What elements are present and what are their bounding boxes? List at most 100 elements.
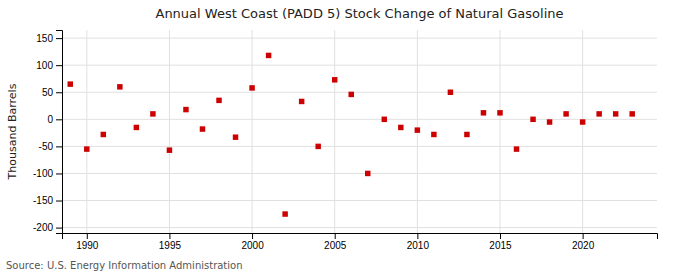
- point: [150, 111, 155, 116]
- point: [530, 117, 535, 122]
- grid-line-y: [62, 38, 657, 39]
- y-tick: -100: [33, 168, 62, 179]
- x-tick-label: 2000: [241, 240, 264, 251]
- point: [382, 117, 387, 122]
- x-tick-label: 2015: [489, 240, 512, 251]
- point: [299, 99, 304, 104]
- y-tick-label: -50: [39, 141, 54, 152]
- y-tick: -200: [33, 222, 62, 233]
- y-tick-mark: [56, 38, 62, 39]
- y-axis-line: [56, 31, 63, 234]
- points: [68, 53, 635, 217]
- point: [84, 146, 89, 151]
- grid-line-y: [62, 65, 657, 66]
- x-tick: 2005: [324, 233, 347, 251]
- grid-line-x: [169, 30, 170, 233]
- point: [431, 132, 436, 137]
- point: [348, 92, 353, 97]
- point: [365, 171, 370, 176]
- point: [315, 144, 320, 149]
- x-tick: 1995: [159, 233, 182, 251]
- grid: [62, 30, 657, 233]
- y-tick-label: -100: [33, 168, 53, 179]
- point: [596, 111, 601, 116]
- point: [200, 126, 205, 131]
- x-tick: 2000: [241, 233, 264, 251]
- grid-line-y: [62, 200, 657, 201]
- y-tick-label: 0: [47, 114, 53, 125]
- x-tick-label: 2005: [324, 240, 347, 251]
- point: [398, 125, 403, 130]
- y-tick-label: -150: [33, 195, 53, 206]
- y-tick-mark: [56, 173, 62, 174]
- x-tick: 1990: [76, 233, 99, 251]
- point: [481, 110, 486, 115]
- chart: 1990 1995 2000 2005 2010 2015 2020 -200 -150 -100…: [0, 0, 675, 275]
- x-tick-mark: [583, 233, 584, 239]
- point: [233, 134, 238, 139]
- x-tick-label: 2010: [407, 240, 430, 251]
- x-tick: 2010: [407, 233, 430, 251]
- grid-line-x: [499, 30, 500, 233]
- y-tick-mark: [56, 146, 62, 147]
- x-tick-label: 1995: [159, 240, 182, 251]
- x-axis: 1990 1995 2000 2005 2010 2015 2020: [63, 233, 658, 251]
- point: [249, 85, 254, 90]
- x-axis-line: [63, 234, 658, 240]
- x-tick-label: 2020: [572, 240, 595, 251]
- point: [266, 53, 271, 58]
- x-tick-mark: [87, 233, 88, 239]
- y-tick-mark: [56, 228, 62, 229]
- point: [464, 132, 469, 137]
- grid-line-y: [62, 146, 657, 147]
- y-tick-mark: [56, 65, 62, 66]
- point: [282, 211, 287, 216]
- x-tick-mark: [169, 233, 170, 239]
- point: [216, 98, 221, 103]
- grid-line-y: [62, 119, 657, 120]
- y-tick: -150: [33, 195, 62, 206]
- x-tick-mark: [500, 233, 501, 239]
- point: [117, 84, 122, 89]
- title: Annual West Coast (PADD 5) Stock Change …: [155, 6, 563, 21]
- point: [629, 111, 634, 116]
- source: Source: U.S. Energy Information Administ…: [6, 260, 243, 271]
- point: [415, 127, 420, 132]
- point: [448, 90, 453, 95]
- y-tick: -50: [39, 141, 62, 152]
- point: [167, 147, 172, 152]
- x-tick: 2020: [572, 233, 595, 251]
- grid-line-x: [334, 30, 335, 233]
- plot: 1990 1995 2000 2005 2010 2015 2020 -200 -150 -100…: [33, 30, 658, 251]
- point: [547, 119, 552, 124]
- y-tick-mark: [56, 92, 62, 93]
- point: [183, 107, 188, 112]
- grid-line-y: [62, 92, 657, 93]
- point: [580, 119, 585, 124]
- x-tick-mark: [252, 233, 253, 239]
- y-tick: 150: [36, 33, 62, 44]
- x-tick-mark: [335, 233, 336, 239]
- y-tick: 100: [36, 60, 62, 71]
- y-tick: 50: [42, 87, 62, 98]
- x-tick-label: 1990: [76, 240, 99, 251]
- point: [613, 111, 618, 116]
- y-axis: -200 -150 -100 -50 0 50 100 150: [33, 31, 63, 234]
- point: [68, 81, 73, 86]
- y-tick-mark: [56, 201, 62, 202]
- y-tick-label: -200: [33, 222, 53, 233]
- point: [563, 111, 568, 116]
- y-tick-label: 50: [42, 87, 54, 98]
- grid-line-y: [62, 173, 657, 174]
- x-tick-mark: [417, 233, 418, 239]
- point: [134, 125, 139, 130]
- grid-line-y: [62, 227, 657, 228]
- y-tick: 0: [47, 114, 62, 125]
- point: [514, 146, 519, 151]
- y-tick-label: 150: [36, 33, 53, 44]
- grid-line-x: [582, 30, 583, 233]
- x-tick: 2015: [489, 233, 512, 251]
- y-axis-label: Thousand Barrels: [6, 83, 19, 180]
- point: [497, 110, 502, 115]
- point: [101, 132, 106, 137]
